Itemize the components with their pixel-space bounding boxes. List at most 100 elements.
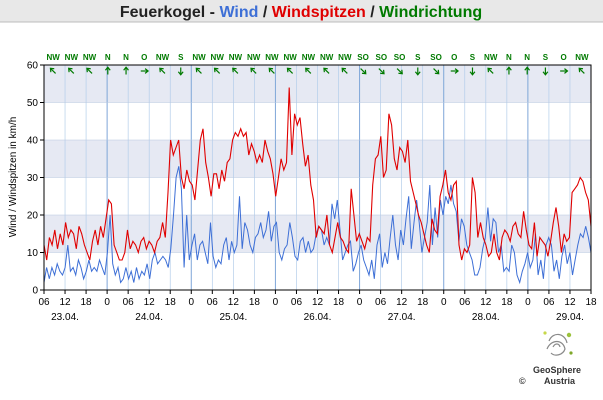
direction-label: NW: [83, 53, 97, 62]
y-tick-label: 10: [27, 248, 39, 259]
logo-sub: Austria: [544, 376, 576, 386]
direction-label: N: [123, 53, 129, 62]
y-axis-label: Wind / Windspitzen in km/h: [8, 117, 19, 238]
copyright-symbol: ©: [519, 376, 526, 386]
direction-label: O: [451, 53, 457, 62]
day-label: 29.04.: [556, 312, 584, 323]
x-axis: 06 12 18 0 06 12 18 0 06 12 18 0 06 12 18 0 06 12 18 0 06 12 1…: [38, 290, 597, 308]
x-tick-label: 06: [123, 297, 135, 308]
direction-marker: NW: [265, 53, 279, 74]
direction-marker: NW: [156, 53, 170, 74]
direction-label: NW: [229, 53, 243, 62]
wind-arrow-icon: [487, 67, 494, 74]
direction-label: O: [561, 53, 567, 62]
x-tick-label: 0: [525, 297, 531, 308]
direction-label: N: [524, 53, 530, 62]
title-bar: [0, 0, 603, 22]
y-axis: 0 10 20 30 40 50 60: [27, 61, 44, 297]
title-separator: /: [366, 4, 379, 21]
y-tick-label: 60: [27, 61, 39, 72]
wind-arrow-icon: [250, 67, 257, 74]
x-tick-label: 18: [81, 297, 93, 308]
direction-marker: S: [414, 53, 421, 76]
direction-marker: NW: [46, 53, 60, 74]
wind-arrow-icon: [560, 68, 569, 74]
direction-label: O: [141, 53, 147, 62]
direction-marker: SO: [376, 53, 388, 75]
y-tick-label: 50: [27, 98, 39, 109]
direction-label: S: [470, 53, 476, 62]
x-tick-label: 18: [501, 297, 513, 308]
x-tick-label: 0: [104, 297, 110, 308]
direction-marker: SO: [394, 53, 406, 75]
day-label: 24.04.: [135, 312, 163, 323]
wind-arrow-icon: [67, 67, 75, 74]
direction-label: NW: [192, 53, 206, 62]
x-tick-label: 12: [228, 297, 240, 308]
direction-label: NW: [283, 53, 297, 62]
day-labels: 23.04. 24.04. 25.04. 26.04. 27.04. 28.04. 29.0…: [51, 312, 584, 323]
direction-marker: NW: [320, 53, 334, 74]
x-tick-label: 18: [585, 297, 597, 308]
direction-label: NW: [211, 53, 225, 62]
wind-arrow-icon: [286, 67, 294, 74]
y-tick-label: 0: [32, 286, 38, 297]
direction-marker: SO: [430, 53, 442, 75]
wind-arrow-icon: [268, 67, 275, 74]
logo-name: GeoSphere: [533, 365, 581, 375]
x-tick-label: 06: [543, 297, 555, 308]
x-tick-label: 0: [357, 297, 363, 308]
direction-marker: NW: [484, 53, 498, 74]
wind-arrow-icon: [195, 67, 202, 74]
x-tick-label: 12: [480, 297, 492, 308]
y-tick-label: 40: [27, 136, 39, 147]
direction-marker: N: [524, 53, 530, 75]
title-wind: Wind: [219, 4, 258, 21]
direction-label: NW: [484, 53, 498, 62]
direction-marker: SO: [357, 53, 369, 75]
day-label: 23.04.: [51, 312, 79, 323]
day-label: 26.04.: [304, 312, 332, 323]
x-tick-label: 12: [396, 297, 408, 308]
direction-label: NW: [156, 53, 170, 62]
direction-label: SO: [376, 53, 388, 62]
direction-marker: NW: [575, 53, 589, 74]
x-tick-label: 06: [375, 297, 387, 308]
direction-label: NW: [302, 53, 316, 62]
title-gusts: Windspitzen: [272, 4, 366, 21]
direction-marker: O: [140, 53, 150, 74]
geosphere-logo: GeoSphere Austria ©: [519, 331, 581, 386]
direction-marker: NW: [302, 53, 316, 74]
plot-area: [43, 64, 592, 291]
y-tick-label: 20: [27, 211, 39, 222]
title-direction: Windrichtung: [379, 4, 482, 21]
x-tick-label: 12: [564, 297, 576, 308]
wind-arrow-icon: [49, 67, 57, 74]
chart-title: Feuerkogel - Wind / Windspitzen / Windri…: [120, 4, 482, 21]
wind-arrow-icon: [469, 67, 476, 76]
day-label: 28.04.: [472, 312, 500, 323]
direction-label: SO: [430, 53, 442, 62]
x-tick-label: 18: [417, 297, 429, 308]
series-line-windspitzen: [43, 87, 592, 261]
direction-label: NW: [265, 53, 279, 62]
wind-arrow-icon: [524, 66, 531, 75]
direction-label: NW: [65, 53, 79, 62]
wind-arrow-icon: [396, 68, 403, 75]
direction-marker: NW: [338, 53, 352, 74]
direction-label: SO: [394, 53, 406, 62]
direction-marker: NW: [65, 53, 79, 74]
wind-arrow-icon: [323, 67, 330, 74]
wind-arrow-icon: [341, 67, 348, 74]
direction-marker: NW: [229, 53, 243, 74]
wind-arrow-icon: [378, 68, 385, 75]
wind-arrow-icon: [104, 66, 111, 75]
direction-label: NW: [46, 53, 60, 62]
wind-arrow-icon: [123, 66, 129, 75]
wind-arrow-icon: [177, 67, 184, 76]
direction-marker: S: [469, 53, 476, 76]
title-station: Feuerkogel: [120, 4, 205, 21]
wind-arrow-icon: [433, 68, 440, 75]
wind-arrow-icon: [450, 68, 460, 74]
